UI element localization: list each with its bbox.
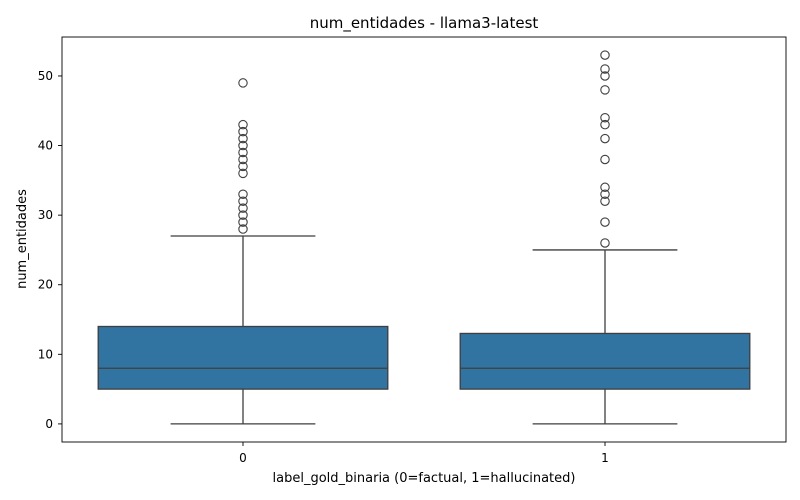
x-axis-label: label_gold_binaria (0=factual, 1=halluci…: [273, 471, 576, 486]
outlier-point: [600, 133, 610, 144]
outlier-point: [238, 78, 248, 88]
outlier-point: [238, 154, 248, 165]
outlier-point: [600, 71, 610, 81]
outlier-point: [600, 189, 610, 200]
outlier-point: [238, 119, 248, 130]
y-tick-label: 10: [38, 347, 53, 361]
outlier-point: [238, 168, 248, 179]
chart-title: num_entidades - llama3-latest: [310, 14, 539, 33]
outlier-point: [600, 154, 610, 165]
y-tick-label: 20: [38, 278, 53, 292]
plot-frame: [61, 36, 787, 443]
outlier-point: [600, 85, 610, 95]
plot-area: [97, 50, 751, 425]
outlier-point: [600, 217, 610, 227]
outlier-point: [238, 210, 248, 220]
outlier-point: [600, 119, 610, 130]
outlier-point: [238, 161, 248, 172]
outlier-point: [238, 189, 248, 200]
y-tick-label: 30: [38, 208, 53, 222]
outlier-point: [238, 217, 248, 227]
outlier-point: [238, 203, 248, 213]
outlier-point: [600, 50, 610, 60]
iqr-box: [97, 325, 389, 390]
outlier-point: [238, 224, 248, 234]
y-tick-label: 40: [38, 139, 53, 153]
outlier-point: [238, 133, 248, 144]
outlier-point: [600, 196, 610, 206]
box-group-1: [459, 50, 751, 425]
outlier-point: [600, 64, 610, 74]
y-axis-label: num_entidades: [15, 189, 30, 289]
y-tick-label: 0: [45, 417, 53, 431]
outlier-point: [238, 196, 248, 206]
outlier-point: [600, 112, 610, 123]
outlier-point: [600, 238, 610, 248]
x-tick-label: 1: [601, 451, 609, 465]
axes: 0 10 20 30 40 50 0 1: [38, 69, 609, 465]
iqr-box: [459, 332, 751, 390]
outlier-point: [600, 182, 610, 193]
outlier-point: [238, 140, 248, 151]
outlier-point: [238, 126, 248, 137]
outlier-point: [238, 147, 248, 158]
x-tick-label: 0: [239, 451, 247, 465]
box-group-0: [97, 78, 389, 425]
y-tick-label: 50: [38, 69, 53, 83]
